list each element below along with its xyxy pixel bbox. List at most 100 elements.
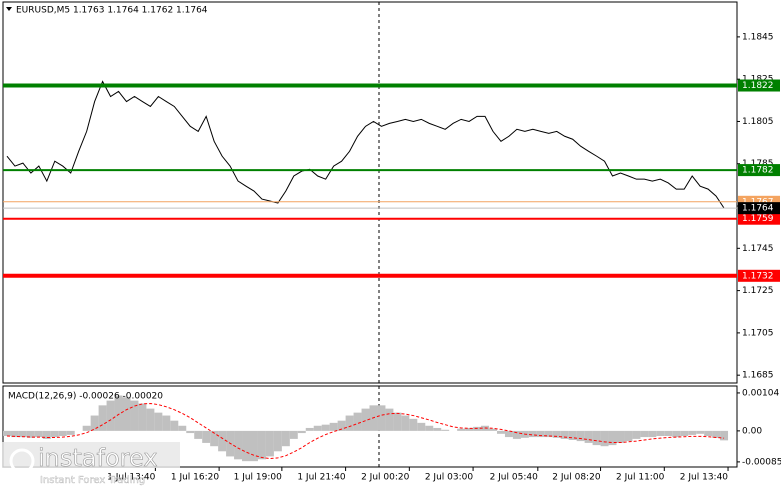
histogram-bar [704, 430, 713, 436]
histogram-bar [528, 430, 537, 438]
histogram-bar [632, 430, 641, 439]
histogram-bar [680, 430, 689, 436]
histogram-bar [186, 430, 195, 434]
histogram-bar [345, 415, 354, 431]
signal-line [6, 403, 725, 460]
histogram-bar [329, 422, 338, 431]
histogram-bar [712, 430, 721, 438]
last-price-label: 1.1764 [742, 204, 774, 214]
histogram-bar [82, 425, 91, 431]
histogram-bar [313, 425, 322, 431]
level-label-bg [738, 164, 780, 177]
x-tick-label: 1 Jul 21:40 [297, 473, 346, 483]
histogram-bar [218, 430, 227, 452]
histogram-bar [321, 424, 330, 431]
level-label-bg [738, 79, 780, 92]
histogram-bar [42, 430, 51, 439]
y-tick-label: 1.1725 [742, 286, 774, 296]
histogram-bar [544, 430, 553, 438]
histogram-bar [385, 408, 394, 431]
logo-brand: instaforex [38, 444, 158, 472]
histogram-bar [465, 427, 474, 431]
y-tick-label: 1.1745 [742, 244, 774, 254]
histogram-bar [361, 408, 370, 431]
x-tick-label: 2 Jul 05:40 [490, 473, 539, 483]
histogram-bar [162, 415, 171, 431]
histogram-bar [202, 430, 211, 443]
y-tick-label: 1.1705 [742, 328, 774, 338]
histogram-bar [26, 430, 35, 438]
macd-title: MACD(12,26,9) -0.00026 -0.00020 [8, 392, 163, 402]
histogram-bar [417, 422, 426, 431]
logo-tagline: Instant Forex Trading [40, 475, 145, 486]
histogram-bar [114, 395, 123, 431]
histogram-bar [584, 430, 593, 443]
x-tick-label: 1 Jul 13:40 [107, 473, 156, 483]
level-label: 1.1759 [742, 214, 774, 224]
histogram-bar [441, 429, 450, 431]
histogram-bar [616, 430, 625, 443]
histogram-bar [552, 430, 561, 438]
histogram-bar [720, 430, 729, 441]
menu-arrow [6, 7, 12, 11]
histogram-bar [648, 430, 657, 438]
level-label-bg [738, 269, 780, 282]
histogram-bar [242, 430, 250, 462]
histogram-bar [265, 430, 274, 457]
x-tick-label: 2 Jul 11:00 [616, 473, 665, 483]
last-price-bg [738, 202, 780, 215]
x-tick-label: 2 Jul 03:00 [425, 473, 474, 483]
histogram-bar [353, 412, 362, 431]
macd-pane [2, 385, 738, 468]
histogram-bar [98, 405, 107, 431]
y-tick-label: 0.00 [742, 426, 762, 436]
histogram-bar [210, 430, 219, 447]
logo: instaforex Instant Forex Trading [2, 442, 180, 486]
histogram-bar [504, 430, 513, 438]
histogram-bar [90, 415, 99, 431]
histogram-bar [257, 430, 266, 460]
y-tick-label: -0.00085 [742, 457, 781, 467]
histogram-bar [66, 430, 75, 435]
level-label: 1.1782 [742, 166, 774, 176]
histogram-bar [512, 430, 521, 439]
histogram-bar [592, 430, 601, 446]
histogram-bar [656, 430, 665, 436]
level-label: 1.1732 [742, 271, 774, 281]
histogram-bar [401, 415, 410, 431]
histogram-bar [297, 430, 306, 434]
level-label-bg [738, 212, 780, 225]
histogram-bar [433, 427, 442, 431]
histogram-bar [664, 430, 673, 436]
histogram-bar [425, 425, 434, 431]
y-tick-label: 1.1805 [742, 117, 774, 127]
histogram-bar [305, 427, 314, 431]
histogram-bar [3, 430, 11, 436]
histogram-bar [34, 430, 43, 438]
y-tick-label: 0.00104 [742, 388, 779, 398]
histogram-bar [50, 430, 59, 438]
histogram-bar [337, 420, 346, 431]
histogram-bar [234, 430, 243, 460]
histogram-bar [672, 430, 681, 438]
x-tick-label: 2 Jul 00:20 [361, 473, 410, 483]
x-tick-label: 1 Jul 19:00 [234, 473, 283, 483]
histogram-bar [194, 430, 203, 439]
histogram-bar [496, 430, 505, 434]
histogram-bar [170, 420, 179, 431]
y-tick-label: 1.1685 [742, 371, 774, 381]
histogram-bar [688, 430, 697, 435]
histogram-bar [576, 430, 585, 442]
histogram-bar [568, 430, 577, 440]
histogram-bar [130, 400, 139, 431]
histogram-bar [377, 405, 386, 431]
histogram-bar [154, 412, 163, 431]
logo-icon [9, 448, 35, 474]
histogram-bar [146, 408, 155, 431]
histogram-bar [178, 425, 187, 431]
histogram-bar [409, 418, 418, 431]
histogram-bar [393, 412, 402, 431]
histogram-bar [640, 430, 649, 438]
histogram-bar [281, 430, 290, 447]
